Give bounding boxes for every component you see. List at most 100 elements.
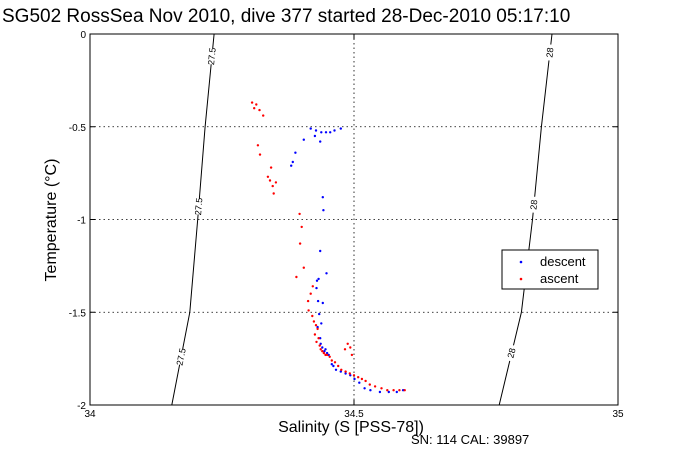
descent-point xyxy=(378,390,382,394)
legend: descent ascent xyxy=(501,249,599,290)
ascent-point xyxy=(253,107,256,110)
ascent-point xyxy=(344,370,347,373)
ascent-point xyxy=(302,266,305,269)
isopycnal-label: 27.5 xyxy=(206,47,218,65)
ascent-point xyxy=(295,275,298,279)
descent-point xyxy=(333,129,336,132)
isopycnal-label: 27.5 xyxy=(193,197,204,215)
isopycnal-label: 28 xyxy=(506,347,518,359)
isopycnal-label-bg xyxy=(504,344,519,363)
data-points xyxy=(250,101,406,394)
ascent-point xyxy=(398,389,401,392)
ascent-point xyxy=(349,346,352,349)
descent-point xyxy=(330,363,333,366)
descent-point xyxy=(321,196,324,199)
y-tick-label: -2 xyxy=(77,401,86,412)
ascent-point xyxy=(333,361,337,364)
descent-point xyxy=(316,325,319,329)
x-tick-label: 35 xyxy=(612,409,624,420)
descent-point xyxy=(325,351,329,355)
legend-label-descent: descent xyxy=(540,254,586,269)
ascent-point xyxy=(311,285,314,288)
y-tick-label: -1.5 xyxy=(69,308,87,319)
ascent-point xyxy=(312,320,316,323)
descent-point xyxy=(290,164,293,167)
ascent-point xyxy=(373,385,377,388)
y-tick-label: -0.5 xyxy=(69,123,87,134)
ascent-point xyxy=(307,309,310,312)
descent-point xyxy=(339,370,342,373)
x-tick-label: 34 xyxy=(84,409,96,420)
ascent-point xyxy=(316,327,319,331)
ascent-point xyxy=(314,324,318,327)
descent-point xyxy=(334,368,338,371)
descent-point xyxy=(395,390,398,394)
descent-point xyxy=(320,322,323,325)
descent-point xyxy=(319,140,322,143)
descent-point xyxy=(353,377,356,381)
ascent-point xyxy=(250,101,254,104)
y-axis-label: Temperature (°C) xyxy=(43,159,60,282)
descent-point xyxy=(325,272,328,275)
isopycnal-label: 28 xyxy=(544,47,555,58)
ascent-point xyxy=(322,351,326,355)
isopycnal-lines: 27.5 27.5 27.5 28 28 28 xyxy=(171,33,556,406)
ascent-point xyxy=(271,184,274,188)
ascent-point xyxy=(360,377,364,381)
descent-point xyxy=(291,160,294,164)
descent-point xyxy=(309,127,312,130)
descent-point xyxy=(358,381,361,384)
ascent-point xyxy=(306,299,310,303)
ascent-point xyxy=(258,153,262,156)
ascent-point xyxy=(380,387,383,390)
ascent-point xyxy=(298,212,301,216)
descent-point xyxy=(363,387,366,390)
ascent-point xyxy=(272,192,275,195)
ascent-point xyxy=(340,368,343,371)
isopycnal-label-bg xyxy=(528,196,540,214)
descent-point xyxy=(314,129,318,132)
ascent-point xyxy=(343,348,347,351)
descent-point xyxy=(320,131,323,134)
axis-ticks: 34 34.5 35 0 -0.5 -1 -1.5 -2 xyxy=(69,30,624,420)
descent-point xyxy=(316,299,320,303)
ascent-point xyxy=(256,144,260,147)
ascent-point xyxy=(330,359,333,362)
isopycnal-label-bg xyxy=(193,198,205,215)
ascent-point xyxy=(317,337,320,340)
ascent-point xyxy=(274,181,278,184)
legend-label-ascent: ascent xyxy=(540,271,579,286)
serial-calibration-footer: SN: 114 CAL: 39897 xyxy=(411,432,529,447)
y-tick-label: 0 xyxy=(80,30,86,41)
descent-point xyxy=(317,277,320,281)
ascent-point xyxy=(258,108,261,112)
descent-point xyxy=(319,342,322,345)
descent-point xyxy=(321,346,324,349)
ascent-point xyxy=(313,333,317,336)
chart-title: SG502 RossSea Nov 2010, dive 377 started… xyxy=(2,6,570,27)
isopycnal-label-bg xyxy=(174,348,188,366)
isopycnal-line xyxy=(498,33,553,406)
ascent-point xyxy=(392,389,395,392)
isopycnal-label-bg xyxy=(206,47,218,65)
ascent-point xyxy=(262,114,265,117)
ascent-point xyxy=(364,379,367,383)
descent-point xyxy=(332,364,335,368)
ascent-point xyxy=(318,344,321,347)
ascent-point xyxy=(328,355,331,358)
descent-point xyxy=(315,286,318,290)
x-axis-label: Salinity (S [PSS-78]) xyxy=(278,419,424,436)
descent-point xyxy=(324,348,327,351)
grid-lines xyxy=(90,34,618,405)
ascent-point xyxy=(337,364,340,368)
ascent-point xyxy=(386,389,389,392)
descent-point xyxy=(369,389,372,392)
legend-box xyxy=(501,249,599,290)
descent-point xyxy=(319,249,322,253)
ascent-point xyxy=(319,348,322,351)
descent-point xyxy=(315,279,319,282)
ascent-point xyxy=(350,353,354,357)
ascent-point xyxy=(309,292,312,295)
isopycnal-label: 27.5 xyxy=(175,347,188,366)
